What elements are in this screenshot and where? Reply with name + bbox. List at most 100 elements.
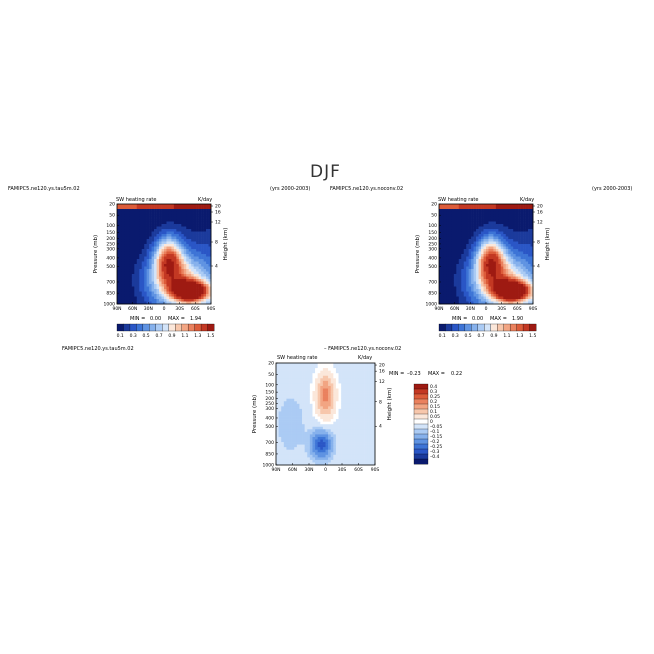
field-cell	[356, 398, 360, 402]
field-cell	[503, 301, 507, 305]
field-cell	[505, 239, 509, 242]
field-cell	[493, 239, 497, 242]
field-cell	[483, 276, 487, 280]
field-cell	[191, 276, 194, 280]
field-cell	[525, 254, 529, 257]
field-cell	[348, 444, 352, 448]
field-cell	[446, 224, 450, 227]
field-cell	[124, 239, 128, 242]
field-cell	[510, 291, 514, 295]
field-cell	[121, 276, 125, 280]
field-cell	[488, 294, 492, 297]
field-cell	[139, 231, 143, 235]
field-cell	[367, 403, 371, 407]
field-cell	[193, 239, 197, 242]
field-cell	[343, 447, 347, 450]
field-cell	[359, 449, 363, 453]
field-cell	[351, 429, 355, 433]
field-cell	[500, 214, 504, 217]
field-cell	[458, 234, 462, 237]
field-cell	[343, 439, 347, 443]
field-cell	[208, 269, 212, 272]
field-cell	[164, 221, 167, 225]
field-cell	[136, 279, 140, 282]
field-cell	[486, 276, 489, 280]
field-cell	[173, 256, 177, 260]
field-cell	[515, 231, 519, 235]
field-cell	[124, 234, 128, 237]
field-cell	[338, 368, 342, 371]
field-cell	[196, 269, 199, 272]
field-cell	[136, 266, 140, 270]
field-cell	[520, 274, 524, 277]
field-cell	[343, 416, 347, 420]
field-cell	[144, 291, 147, 295]
field-cell	[208, 241, 212, 245]
field-cell	[144, 274, 147, 277]
field-cell	[486, 301, 489, 305]
field-cell	[126, 264, 130, 267]
field-cell	[307, 424, 311, 428]
field-cell	[198, 221, 202, 225]
field-cell	[369, 452, 373, 456]
field-cell	[173, 224, 177, 227]
field-cell	[481, 204, 484, 207]
field-cell	[139, 206, 143, 210]
field-cell	[505, 301, 509, 305]
field-cell	[181, 239, 185, 242]
field-cell	[203, 214, 207, 217]
field-cell	[289, 449, 292, 453]
field-cell	[317, 457, 321, 461]
field-cell	[315, 378, 318, 382]
field-cell	[448, 216, 452, 220]
field-cell	[490, 216, 494, 220]
field-cell	[515, 286, 519, 290]
field-cell	[183, 216, 187, 220]
field-cell	[478, 264, 482, 267]
field-cell	[289, 398, 292, 402]
field-cell	[151, 214, 155, 217]
field-cell	[523, 246, 526, 250]
field-cell	[356, 391, 360, 394]
field-cell	[289, 368, 292, 371]
field-cell	[139, 296, 143, 300]
field-cell	[466, 279, 469, 282]
field-cell	[312, 385, 316, 389]
field-cell	[183, 301, 187, 305]
field-cell	[458, 214, 462, 217]
field-cell	[183, 279, 187, 282]
field-cell	[141, 296, 145, 300]
field-cell	[530, 216, 534, 220]
colorbar-swatch	[168, 323, 176, 332]
field-cell	[294, 457, 298, 461]
colorbar-label: 0.2	[430, 399, 437, 405]
field-cell	[513, 239, 516, 242]
field-cell	[468, 229, 472, 232]
field-cell	[144, 276, 147, 280]
field-cell	[206, 256, 209, 260]
field-cell	[473, 254, 477, 257]
field-cell	[478, 234, 482, 237]
field-cell	[173, 299, 177, 302]
field-cell	[309, 436, 313, 440]
field-cell	[299, 429, 303, 433]
field-cell	[276, 436, 279, 440]
field-cell	[498, 251, 502, 255]
field-cell	[119, 294, 123, 297]
field-cell	[208, 251, 212, 255]
field-cell	[299, 363, 303, 366]
field-cell	[201, 211, 204, 215]
field-cell	[341, 411, 345, 415]
field-cell	[513, 274, 516, 277]
field-cell	[289, 408, 292, 412]
field-cell	[372, 462, 376, 466]
field-cell	[299, 396, 303, 399]
field-cell	[141, 289, 145, 292]
field-cell	[446, 301, 450, 305]
field-cell	[448, 256, 452, 260]
field-cell	[131, 279, 135, 282]
panel1-field	[117, 204, 212, 305]
field-cell	[359, 426, 363, 430]
field-cell	[156, 219, 160, 222]
field-cell	[361, 363, 365, 366]
